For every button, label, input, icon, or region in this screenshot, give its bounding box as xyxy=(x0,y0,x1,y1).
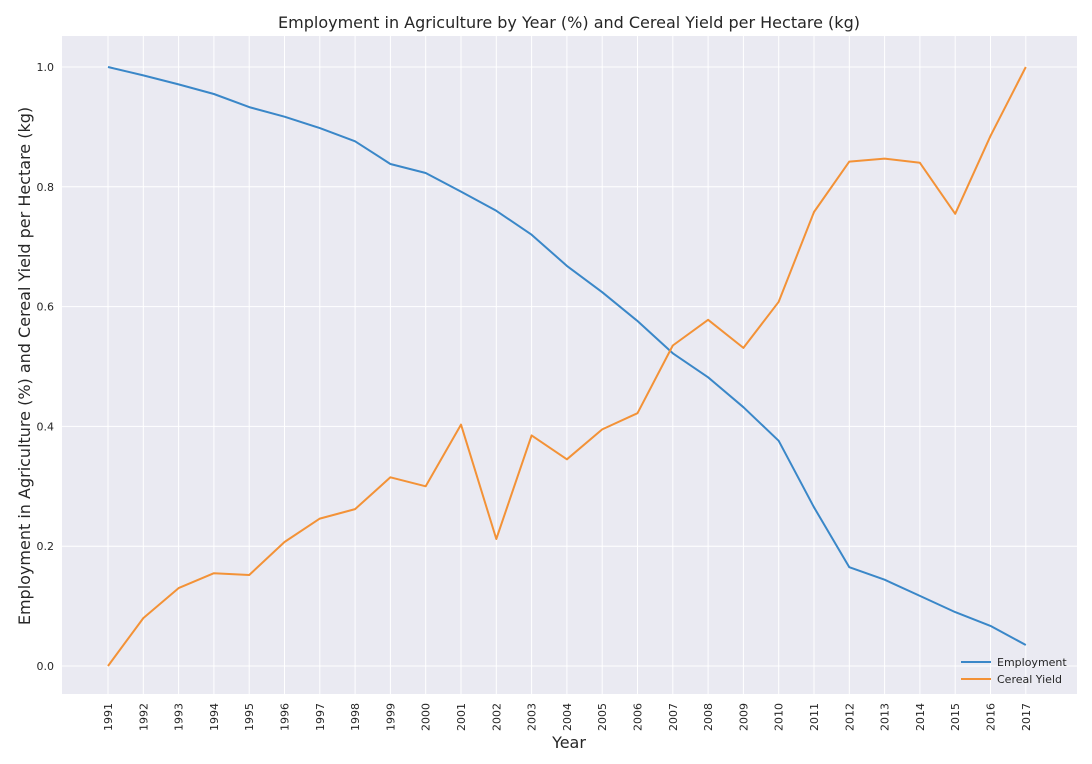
x-tick-label: 1993 xyxy=(173,703,186,731)
x-tick-label: 2005 xyxy=(596,703,609,731)
x-tick-label: 1997 xyxy=(314,703,327,731)
y-axis-title: Employment in Agriculture (%) and Cereal… xyxy=(15,107,34,625)
x-tick-label: 2015 xyxy=(949,703,962,731)
x-tick-label: 2010 xyxy=(773,703,786,731)
y-tick-label: 1.0 xyxy=(37,61,55,74)
x-tick-label: 2008 xyxy=(702,703,715,731)
x-tick-label: 2013 xyxy=(879,703,892,731)
series-line-employment xyxy=(107,66,1027,646)
x-tick-label: 2012 xyxy=(843,703,856,731)
x-tick-label: 1998 xyxy=(349,703,362,731)
x-tick-label: 1992 xyxy=(137,703,150,731)
x-tick-label: 2003 xyxy=(526,703,539,731)
x-axis-title: Year xyxy=(551,733,586,752)
chart-title: Employment in Agriculture by Year (%) an… xyxy=(278,13,860,32)
legend: Employment Cereal Yield xyxy=(961,656,1067,686)
x-tick-label: 1991 xyxy=(102,703,115,731)
legend-label: Cereal Yield xyxy=(997,673,1062,686)
x-tick-label: 2006 xyxy=(632,703,645,731)
x-tick-label: 2000 xyxy=(420,703,433,731)
x-tick-label: 2002 xyxy=(490,703,503,731)
x-tick-label: 2007 xyxy=(667,703,680,731)
x-tick-label: 2016 xyxy=(985,703,998,731)
x-tick-label: 2011 xyxy=(808,703,821,731)
series-lines xyxy=(107,66,1027,667)
x-tick-label: 1995 xyxy=(243,703,256,731)
y-tick-label: 0.6 xyxy=(37,301,55,314)
x-tick-label: 2001 xyxy=(455,703,468,731)
x-tick-label: 1999 xyxy=(384,703,397,731)
x-tick-label: 1994 xyxy=(208,703,221,731)
y-tick-label: 0.2 xyxy=(37,540,55,553)
y-tick-labels: 0.0 0.2 0.4 0.6 0.8 1.0 xyxy=(37,61,55,673)
plot-background xyxy=(62,36,1077,694)
grid-lines xyxy=(62,36,1077,694)
x-tick-label: 2009 xyxy=(737,703,750,731)
y-tick-label: 0.4 xyxy=(37,420,55,433)
series-line-cereal-yield xyxy=(107,66,1027,667)
y-tick-label: 0.0 xyxy=(37,660,55,673)
x-tick-label: 2014 xyxy=(914,703,927,731)
x-tick-labels: 1991 1992 1993 1994 1995 1996 1997 1998 1999 2000… xyxy=(102,703,1033,731)
legend-label: Employment xyxy=(997,656,1067,669)
x-tick-label: 2017 xyxy=(1020,703,1033,731)
y-tick-label: 0.8 xyxy=(37,181,55,194)
x-tick-label: 2004 xyxy=(561,703,574,731)
x-tick-label: 1996 xyxy=(279,703,292,731)
